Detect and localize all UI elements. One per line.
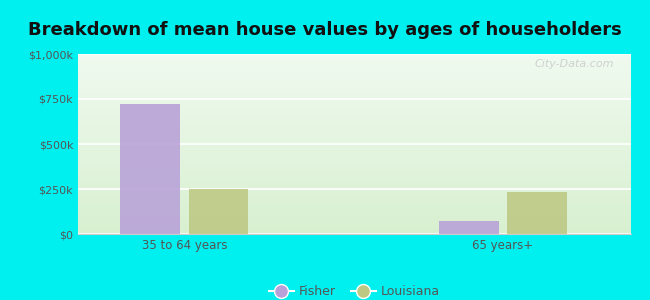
Bar (188, 189, 248, 234)
Bar (439, 220, 499, 234)
Text: Breakdown of mean house values by ages of householders: Breakdown of mean house values by ages o… (28, 21, 622, 39)
Text: City-Data.com: City-Data.com (534, 59, 614, 69)
Bar (507, 192, 567, 234)
Bar (120, 103, 180, 234)
Legend: Fisher, Louisiana: Fisher, Louisiana (264, 280, 445, 300)
